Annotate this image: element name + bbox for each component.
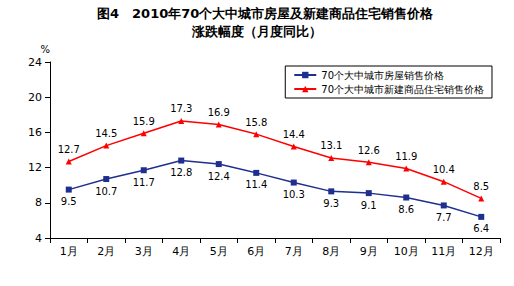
- svg-text:12.6: 12.6: [358, 145, 380, 156]
- svg-text:9.5: 9.5: [61, 196, 77, 207]
- svg-text:%: %: [40, 44, 50, 55]
- svg-text:涨跌幅度（月度同比）: 涨跌幅度（月度同比）: [191, 24, 322, 39]
- svg-text:12.4: 12.4: [208, 171, 230, 182]
- svg-text:11.4: 11.4: [245, 179, 267, 190]
- svg-text:1月: 1月: [60, 245, 78, 258]
- svg-text:10.7: 10.7: [95, 186, 117, 197]
- svg-text:9月: 9月: [360, 245, 378, 258]
- svg-text:11.7: 11.7: [133, 177, 155, 188]
- svg-text:17.3: 17.3: [170, 103, 192, 114]
- svg-text:4月: 4月: [172, 245, 190, 258]
- svg-text:70个大中城市房屋销售价格: 70个大中城市房屋销售价格: [321, 70, 444, 81]
- svg-text:8.5: 8.5: [473, 181, 489, 192]
- svg-text:8.6: 8.6: [398, 204, 414, 215]
- svg-text:11.9: 11.9: [395, 151, 417, 162]
- svg-text:2月: 2月: [97, 245, 115, 258]
- svg-text:8: 8: [35, 196, 42, 209]
- svg-text:7.7: 7.7: [436, 212, 452, 223]
- svg-text:16: 16: [28, 126, 42, 139]
- svg-text:3月: 3月: [135, 245, 153, 258]
- svg-text:10月: 10月: [394, 245, 419, 258]
- svg-text:70个大中城市新建商品住宅销售价格: 70个大中城市新建商品住宅销售价格: [321, 84, 484, 95]
- svg-text:图4 2010年70个大中城市房屋及新建商品住宅销售价格: 图4 2010年70个大中城市房屋及新建商品住宅销售价格: [97, 6, 434, 21]
- svg-text:24: 24: [28, 56, 42, 69]
- svg-text:11月: 11月: [431, 245, 456, 258]
- svg-text:16.9: 16.9: [208, 107, 230, 118]
- svg-text:13.1: 13.1: [320, 140, 342, 151]
- svg-text:12.7: 12.7: [58, 144, 80, 155]
- svg-text:10.3: 10.3: [283, 189, 305, 200]
- svg-text:9.1: 9.1: [361, 200, 377, 211]
- svg-text:14.5: 14.5: [95, 128, 117, 139]
- svg-text:4: 4: [35, 232, 42, 245]
- svg-text:20: 20: [28, 91, 42, 104]
- svg-text:12: 12: [28, 161, 42, 174]
- svg-text:5月: 5月: [210, 245, 228, 258]
- svg-text:6.4: 6.4: [473, 223, 489, 234]
- svg-text:15.8: 15.8: [245, 117, 267, 128]
- svg-text:12.8: 12.8: [170, 167, 192, 178]
- svg-text:9.3: 9.3: [323, 198, 339, 209]
- svg-text:6月: 6月: [247, 245, 265, 258]
- svg-text:15.9: 15.9: [133, 116, 155, 127]
- svg-text:8月: 8月: [322, 245, 340, 258]
- svg-text:7月: 7月: [285, 245, 303, 258]
- svg-text:10.4: 10.4: [433, 164, 455, 175]
- svg-text:12月: 12月: [469, 245, 494, 258]
- svg-text:14.4: 14.4: [283, 129, 305, 140]
